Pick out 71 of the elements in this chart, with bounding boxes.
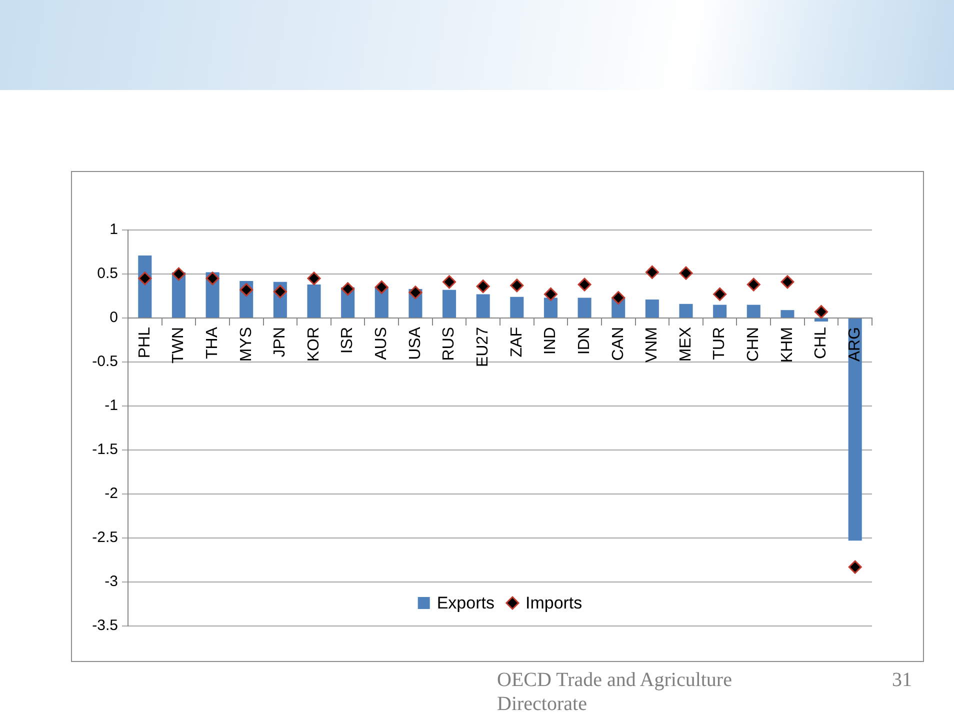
point [273, 284, 287, 298]
x-tick-label: IDN [576, 327, 593, 355]
x-tick-label: ISR [339, 327, 356, 354]
point [780, 275, 794, 289]
y-tick-label: -3 [104, 573, 118, 590]
point [645, 265, 659, 279]
point [476, 280, 490, 294]
point [578, 278, 592, 292]
bar [476, 294, 490, 318]
bar [544, 298, 558, 318]
bar [713, 304, 727, 318]
point [612, 291, 626, 305]
y-tick-label: 0.5 [97, 265, 118, 282]
bar [679, 304, 693, 318]
point [240, 283, 254, 297]
bar [645, 300, 659, 318]
x-tick-label: VNM [644, 327, 661, 363]
point [544, 287, 558, 301]
x-tick-label: ZAF [508, 326, 526, 358]
x-tick-label: RUS [440, 327, 458, 361]
bar [442, 290, 456, 318]
point [408, 286, 422, 300]
point [374, 280, 388, 294]
x-tick-label: CHL [812, 326, 830, 360]
x-tick-label: MEX [677, 326, 694, 362]
point [713, 287, 727, 301]
y-tick-label: -2 [104, 485, 118, 502]
x-tick-label: USA [406, 326, 424, 360]
text: OECD Trade and Agriculture Directorate [497, 668, 733, 716]
y-tick-label: -1 [104, 397, 118, 414]
legend-label: Imports [525, 594, 582, 613]
bar [578, 298, 592, 318]
y-tick-label: 0 [110, 309, 118, 326]
bar [510, 296, 524, 318]
point [307, 272, 321, 286]
bar [814, 318, 828, 322]
bar [848, 318, 862, 541]
x-tick-label: MYS [238, 327, 255, 362]
legend-label: Exports [436, 594, 494, 613]
x-tick-label: KHM [778, 327, 796, 363]
x-tick-label: KOR [305, 327, 322, 362]
point [510, 278, 524, 292]
x-tick-label: CHN [745, 327, 762, 362]
x-tick-label: THA [204, 326, 221, 359]
point [679, 266, 693, 280]
point [442, 275, 456, 289]
x-tick-label: PHL [136, 326, 154, 358]
x-tick-label: CAN [610, 327, 627, 361]
x-tick-label: IND [542, 327, 560, 355]
y-tick-label: -1.5 [92, 441, 118, 458]
x-tick-label: AUS [373, 327, 390, 360]
y-tick-label: -2.5 [92, 529, 118, 546]
point [138, 272, 152, 286]
x-tick-label: TWN [170, 327, 188, 364]
x-tick-label: TUR [711, 327, 728, 360]
y-tick-label: -0.5 [92, 353, 118, 370]
point [848, 560, 862, 574]
bar [307, 284, 321, 318]
bar [746, 304, 760, 318]
x-tick-label: JPN [272, 327, 289, 358]
text: 31 [891, 668, 912, 692]
point [814, 305, 828, 319]
x-tick-label: EU27 [474, 326, 492, 368]
point [341, 282, 355, 296]
y-tick-label: -3.5 [92, 617, 118, 634]
bar [780, 310, 794, 318]
y-tick-label: 1 [110, 221, 118, 238]
point [206, 272, 220, 286]
point [746, 278, 760, 292]
x-tick-label: ARG [846, 327, 864, 362]
point [172, 267, 186, 281]
